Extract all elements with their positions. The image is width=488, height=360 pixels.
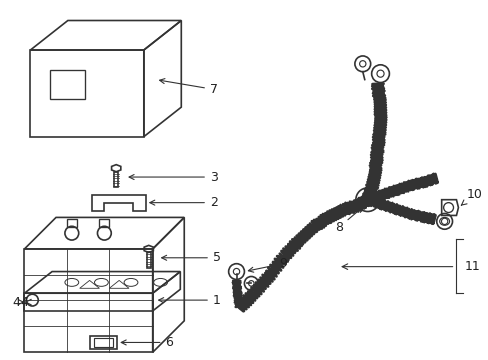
Bar: [93, 338, 113, 347]
Text: 4: 4: [13, 296, 20, 309]
Text: 3: 3: [129, 171, 217, 184]
Text: 8: 8: [334, 207, 362, 234]
Text: 4: 4: [18, 296, 28, 309]
Text: 7: 7: [159, 78, 218, 96]
Bar: [114, 172, 118, 188]
Bar: [99, 219, 109, 227]
Text: 11: 11: [464, 260, 479, 273]
Bar: [89, 336, 117, 349]
Text: 2: 2: [149, 196, 217, 209]
Text: 1: 1: [159, 294, 220, 307]
Bar: [146, 252, 151, 268]
Text: 10: 10: [460, 188, 481, 205]
Text: 9: 9: [248, 257, 286, 272]
Text: 5: 5: [162, 251, 221, 264]
Bar: [67, 219, 77, 227]
Text: 6: 6: [121, 336, 173, 349]
